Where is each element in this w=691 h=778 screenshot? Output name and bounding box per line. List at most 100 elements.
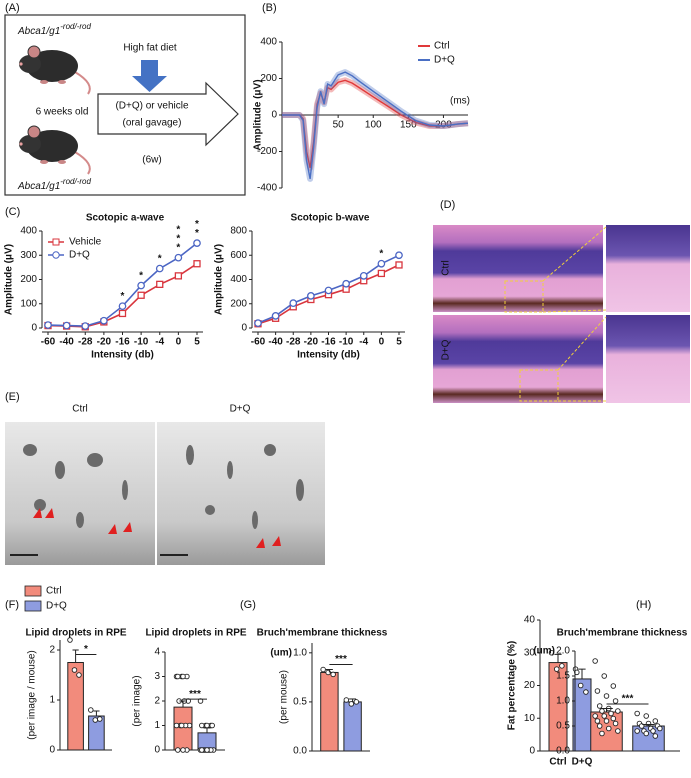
legend-swatch [24, 600, 42, 612]
y-tick-label: 400 [230, 274, 247, 285]
trace [282, 79, 469, 169]
data-point [67, 637, 73, 643]
data-point [643, 713, 649, 719]
y-tick-label: 0 [31, 323, 37, 334]
marker [377, 259, 386, 268]
data-point [76, 672, 82, 678]
marker [193, 260, 201, 268]
data-point [348, 701, 355, 707]
data-point [603, 693, 610, 699]
mouse [19, 125, 91, 175]
x-tick-label: D+Q [572, 757, 593, 768]
condition-label: D+Q [441, 339, 452, 360]
y-tick-label: 0 [271, 110, 277, 121]
significance-label: * [121, 291, 125, 302]
data-point [634, 710, 640, 717]
data-point [652, 718, 659, 724]
x-tick-label: -16 [321, 337, 336, 348]
mouse-foot [58, 80, 66, 84]
panel-label: (B) [262, 2, 277, 14]
marker [174, 253, 183, 262]
legend-label: D+Q [46, 601, 67, 612]
data-point [603, 718, 610, 724]
organelle [23, 444, 37, 456]
data-point [592, 658, 598, 664]
data-point [594, 718, 601, 724]
treatment-arrow [97, 81, 239, 147]
significance-star: * [195, 228, 199, 239]
y-tick-label: 0 [241, 323, 247, 334]
x-axis-label: (ms) [450, 96, 470, 107]
panel-label: (D) [440, 199, 455, 211]
x-tick-label: 0 [379, 337, 385, 348]
x-tick-label: 200 [435, 120, 452, 131]
x-tick-label: 100 [365, 120, 382, 131]
genotype-base: Abca1/g1 [17, 181, 60, 192]
panel-label: (F) [5, 599, 19, 611]
y-tick-label: 300 [20, 250, 37, 261]
x-tick-label: -28 [286, 337, 301, 348]
marker [254, 319, 262, 327]
data-point [594, 688, 601, 694]
y-tick-label: 200 [230, 298, 247, 309]
data-point [657, 725, 663, 732]
data-point [199, 747, 205, 753]
y-tick-label: 10 [524, 713, 536, 724]
data-point [583, 689, 589, 695]
bar [343, 701, 362, 752]
organelle [122, 480, 128, 500]
significance-label: * [158, 253, 162, 264]
zoom-box [504, 280, 544, 313]
significance-label: *** [176, 224, 180, 253]
marker [395, 251, 403, 260]
y-tick-label: 0.5 [293, 697, 307, 708]
mouse-body [26, 50, 78, 82]
x-tick-label: -28 [78, 337, 93, 348]
marker [156, 280, 164, 289]
data-point [615, 728, 621, 734]
significance-label: *** [189, 689, 201, 700]
panel-label: (H) [636, 599, 651, 611]
mouse-head [19, 135, 41, 153]
mouse-head [19, 55, 41, 73]
x-tick-label: 5 [396, 337, 402, 348]
chart-title: Scotopic b-wave [291, 213, 370, 224]
diet-arrow [141, 60, 158, 76]
organelle [205, 505, 215, 515]
y-tick-label: 1 [49, 695, 55, 706]
trace [282, 71, 469, 180]
data-point [204, 747, 210, 753]
significance-label: * [84, 644, 88, 655]
data-point [353, 699, 360, 705]
unit-label: (um) [533, 646, 555, 657]
panel-label: (G) [240, 599, 256, 611]
x-tick-label: -60 [41, 337, 56, 348]
y-tick-label: 0 [49, 745, 55, 756]
x-tick-label: -10 [339, 337, 354, 348]
marker [137, 291, 145, 299]
marker [155, 264, 164, 273]
mouse [19, 45, 91, 95]
marker [44, 321, 52, 329]
mouse-ear [27, 45, 41, 59]
zoom-guide [542, 226, 607, 282]
genotype-sup: -rod/-rod [60, 22, 91, 31]
significance-star: * [121, 291, 125, 302]
legend-label: Ctrl [434, 41, 450, 52]
data-point [592, 713, 598, 719]
marker [324, 286, 333, 295]
organelle [34, 499, 46, 511]
em-image [5, 422, 155, 565]
condition-label: D+Q [230, 404, 251, 415]
data-point [650, 728, 656, 734]
data-point [71, 667, 78, 673]
data-point [175, 673, 181, 680]
legend-swatch [24, 585, 42, 597]
marker [118, 309, 127, 318]
data-point [634, 728, 640, 734]
y-tick-label: -200 [257, 146, 277, 157]
data-point [199, 722, 205, 729]
y-tick-label: 1.0 [556, 696, 570, 707]
data-point [178, 722, 185, 729]
